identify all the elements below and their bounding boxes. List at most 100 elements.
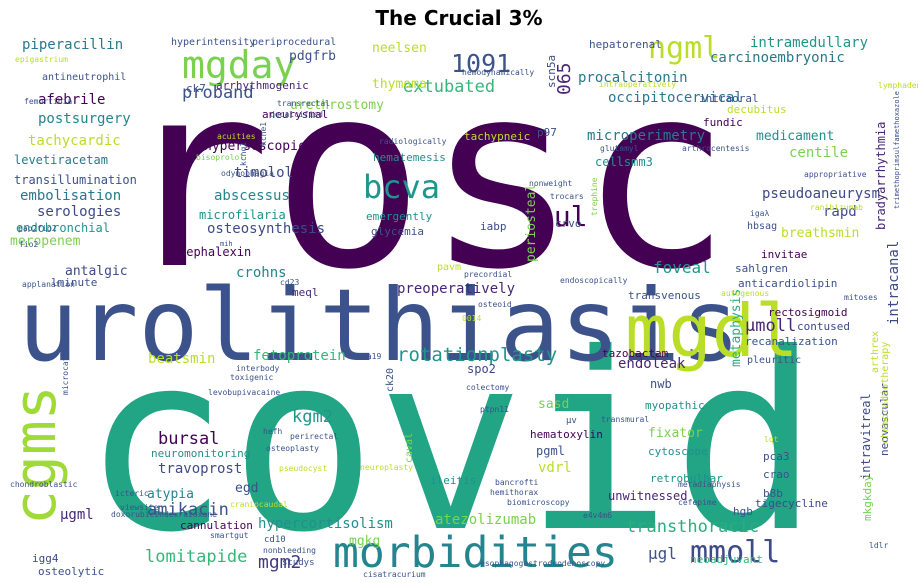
word-bisoprolol: bisoprolol — [196, 153, 244, 162]
word-breathsmin: breathsmin — [781, 226, 859, 241]
word-unwitnessed: unwitnessed — [608, 489, 687, 503]
word-lqt: lqt — [764, 435, 779, 444]
word-ca19: ca19 — [362, 352, 381, 361]
word-microcatheter: microcatheter — [61, 332, 70, 395]
word-kgm2: kgm2 — [292, 407, 333, 427]
word-occipitocervical: occipitocervical — [608, 90, 743, 106]
word-cisatracurium: cisatracurium — [363, 570, 426, 579]
word-pdgfrb: pdgfrb — [289, 49, 336, 64]
word-lminute: lminute — [51, 276, 97, 289]
word-pseudoaneurysm: pseudoaneurysm — [762, 186, 880, 202]
word-pca3: pca3 — [763, 450, 790, 463]
word-kcnq1: kcnq1 — [239, 142, 248, 166]
word-carcinoembryonic: carcinoembryonic — [710, 50, 845, 66]
word-iul: iul — [537, 200, 588, 233]
word-intracanal: intracanal — [886, 241, 902, 325]
word-endoscopically: endoscopically — [560, 276, 628, 285]
word-precordial: precordial — [464, 270, 512, 279]
word-antineutrophil: antineutrophil — [42, 72, 126, 83]
word-crao: crao — [763, 468, 790, 481]
word-pseudocyst: pseudocyst — [279, 464, 327, 473]
word-lymphadenectomy: lymphadenectomy — [878, 81, 918, 90]
word-b8b: b8b — [763, 487, 783, 500]
word-fetoprotein: fetoprotein — [253, 348, 346, 364]
word-sasd: sasd — [538, 397, 569, 412]
word-crvo: crvo — [555, 217, 582, 230]
word-femurtibia: femurtibia — [24, 97, 72, 106]
chart-title: The Crucial 3% — [375, 6, 543, 30]
word-tachypneic: tachypneic — [464, 130, 530, 143]
word-arrhythmogenic: arrhythmogenic — [216, 79, 309, 92]
word-mih: mih — [220, 240, 233, 248]
word-pgml: pgml — [536, 444, 565, 458]
word-microperimetry: microperimetry — [587, 128, 705, 144]
word-doxorubicindexrazoxane: doxorubicindexrazoxane — [111, 510, 217, 519]
word-urolithiasis: urolithiasis — [18, 267, 740, 384]
word-ngml: ngml — [648, 31, 720, 66]
word-sahlgren: sahlgren — [735, 262, 788, 275]
word-e4v4m6: e4v4m6 — [583, 511, 612, 520]
word-urethrostomy: urethrostomy — [290, 98, 384, 113]
word-p97: p97 — [537, 126, 557, 139]
word-ileitis: ileitis — [430, 474, 476, 487]
word-trimethoprimsulfamethoxazole: trimethoprimsulfamethoxazole — [893, 91, 901, 209]
word-travoprost: travoprost — [158, 461, 242, 477]
word-serologies: serologies — [37, 204, 121, 220]
word-mgm2: mgm2 — [258, 552, 301, 573]
word-applanation: applanation — [22, 280, 75, 289]
word-neoadjuvant: neoadjuvant — [690, 553, 763, 566]
word-neelsen: neelsen — [372, 41, 427, 56]
word-ranibizumab: ranibizumab — [810, 203, 863, 212]
word-perirectal: perirectal — [290, 432, 338, 441]
word-egd: egd — [235, 481, 258, 496]
word-pao2fio2: pao2fio2 — [18, 224, 57, 233]
word--gml: µgml — [60, 507, 94, 523]
word-tigecycline: tigecycline — [755, 497, 828, 510]
word-mitoses: mitoses — [844, 293, 878, 302]
word-hypercortisolism: hypercortisolism — [258, 516, 393, 532]
word-osteoid: osteoid — [478, 300, 512, 309]
word-iabp: iabp — [480, 220, 507, 233]
word-1091: 1091 — [451, 49, 511, 78]
word-colectomy: colectomy — [466, 383, 510, 392]
word-tachycardic: tachycardic — [28, 133, 121, 149]
word-bcva: bcva — [363, 168, 440, 206]
word-transvenous: transvenous — [628, 289, 701, 302]
word-065: 065 — [554, 62, 575, 95]
word-foveal: foveal — [653, 258, 711, 277]
word-endobronchial: endobronchial — [16, 221, 110, 235]
word-atezolizumab: atezolizumab — [435, 512, 536, 528]
word-iga-: igaλ — [750, 209, 769, 218]
word-procalcitonin: procalcitonin — [578, 70, 688, 86]
word-neuroplasty: neuroplasty — [360, 463, 413, 472]
word-cd23: cd23 — [280, 278, 299, 287]
word-pavm: pavm — [437, 262, 461, 273]
word-proband: proband — [182, 83, 254, 103]
word-emergently: emergently — [366, 210, 433, 223]
word-odynophagia: odynophagia — [221, 169, 274, 178]
word-icteric: icteric — [115, 489, 149, 498]
word-antalgic: antalgic — [65, 264, 128, 279]
word-radiologically: radiologically — [379, 137, 447, 146]
word-postsurgery: postsurgery — [38, 111, 131, 127]
word-hepatorenal: hepatorenal — [589, 38, 662, 51]
word-fundic: fundic — [703, 116, 743, 129]
word-esophagogastroduodenoscopy: esophagogastroduodenoscopy — [480, 559, 605, 568]
word-arthrocentesis: arthrocentesis — [682, 144, 750, 153]
word-osteoplasty: osteoplasty — [266, 444, 319, 453]
word-glutamyl: glutamyl — [600, 144, 639, 153]
word-afebrile: afebrile — [38, 92, 105, 108]
word-rectosigmoid: rectosigmoid — [768, 306, 847, 319]
word-autogenous: autogenous — [721, 289, 769, 298]
word-atypia: atypia — [147, 487, 194, 502]
word--v: µv — [566, 416, 577, 426]
word-decalcified: decalcified — [270, 110, 323, 119]
word-meropenem: meropenem — [10, 234, 81, 249]
word-centile: centile — [789, 145, 848, 161]
word-rosc: rosc — [118, 29, 732, 326]
word-epigastrium: epigastrium — [15, 55, 68, 64]
word-periosteal: periosteal — [524, 184, 539, 262]
word-decubitus: decubitus — [727, 103, 787, 116]
word-arthrex: arthrex — [870, 331, 881, 373]
word-transthoracic: transthoracic — [626, 517, 759, 537]
